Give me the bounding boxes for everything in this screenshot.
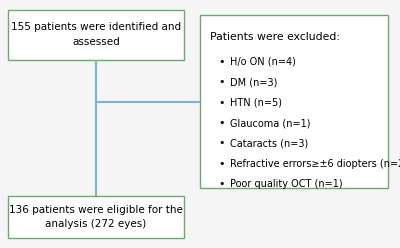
Text: Refractive errors≥±6 diopters (n=2): Refractive errors≥±6 diopters (n=2) xyxy=(230,159,400,169)
FancyBboxPatch shape xyxy=(8,10,184,60)
Text: •: • xyxy=(219,98,225,108)
Text: 155 patients were identified and
assessed: 155 patients were identified and assesse… xyxy=(11,22,181,47)
Text: •: • xyxy=(219,138,225,148)
Text: •: • xyxy=(219,57,225,67)
Text: Cataracts (n=3): Cataracts (n=3) xyxy=(230,138,308,148)
Text: Poor quality OCT (n=1): Poor quality OCT (n=1) xyxy=(230,179,343,189)
FancyBboxPatch shape xyxy=(200,15,388,188)
Text: H/o ON (n=4): H/o ON (n=4) xyxy=(230,57,296,67)
Text: DM (n=3): DM (n=3) xyxy=(230,77,277,87)
Text: •: • xyxy=(219,159,225,169)
Text: 136 patients were eligible for the
analysis (272 eyes): 136 patients were eligible for the analy… xyxy=(9,205,183,229)
FancyBboxPatch shape xyxy=(8,196,184,238)
Text: Patients were excluded:: Patients were excluded: xyxy=(210,32,340,42)
Text: •: • xyxy=(219,77,225,87)
Text: Glaucoma (n=1): Glaucoma (n=1) xyxy=(230,118,310,128)
Text: •: • xyxy=(219,118,225,128)
Text: HTN (n=5): HTN (n=5) xyxy=(230,98,282,108)
Text: •: • xyxy=(219,179,225,189)
